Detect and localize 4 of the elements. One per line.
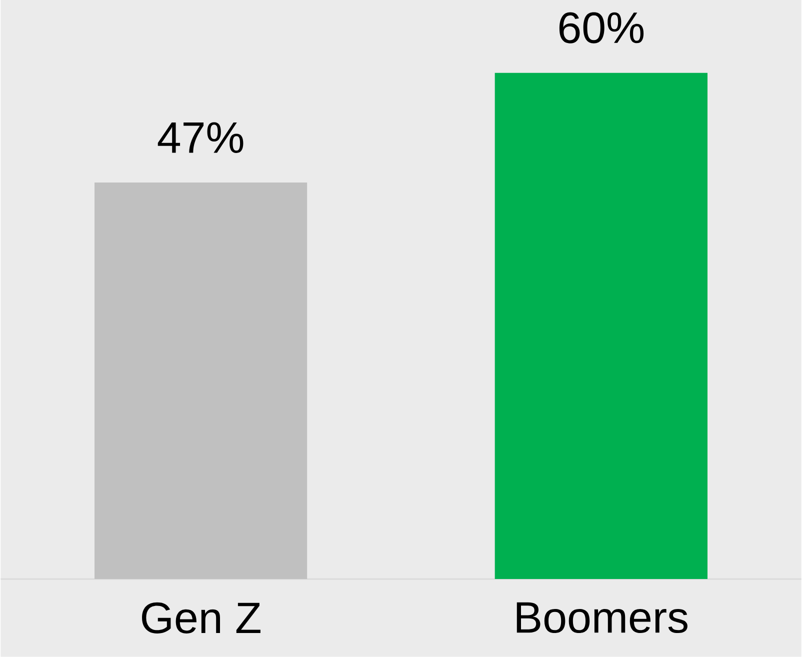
data-label: 60% [559,12,644,44]
x-tick-label: Gen Z [142,602,260,634]
x-tick-label: Boomers [516,602,688,634]
data-label: 47% [158,122,244,154]
